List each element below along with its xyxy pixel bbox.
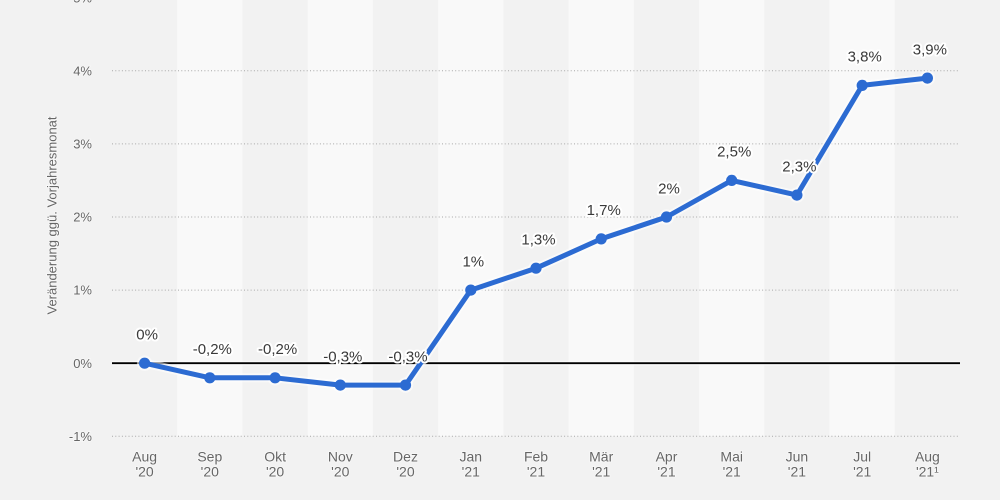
svg-text:-0,2%: -0,2% (258, 341, 297, 358)
svg-text:0%: 0% (73, 356, 92, 371)
svg-text:1,3%: 1,3% (521, 231, 555, 248)
svg-text:5%: 5% (73, 0, 92, 5)
svg-text:-0,2%: -0,2% (193, 341, 232, 358)
svg-text:Jan'21: Jan '21 (460, 449, 483, 480)
svg-text:2%: 2% (73, 210, 92, 225)
svg-text:3,9%: 3,9% (913, 41, 947, 58)
svg-text:Sep'20: Sep '20 (197, 449, 222, 480)
svg-text:1,7%: 1,7% (587, 202, 621, 219)
svg-text:-0,3%: -0,3% (323, 348, 362, 365)
svg-text:Jul'21: Jul '21 (853, 449, 871, 480)
svg-text:Jun'21: Jun '21 (786, 449, 809, 480)
svg-text:Okt'20: Okt '20 (264, 449, 286, 480)
svg-text:2,5%: 2,5% (717, 144, 751, 161)
svg-text:Dez'20: Dez '20 (393, 449, 418, 480)
svg-text:2,3%: 2,3% (782, 158, 816, 175)
svg-text:Nov'20: Nov '20 (328, 449, 353, 480)
svg-text:-0,3%: -0,3% (388, 348, 427, 365)
svg-text:Veränderung ggü. Vorjahresmona: Veränderung ggü. Vorjahresmonat (45, 116, 60, 314)
svg-text:Aug'20: Aug '20 (132, 449, 157, 480)
svg-text:0%: 0% (136, 326, 158, 343)
svg-text:2%: 2% (658, 180, 680, 197)
svg-text:-1%: -1% (69, 429, 93, 444)
svg-text:Feb'21: Feb '21 (524, 449, 548, 480)
svg-text:Mär'21: Mär '21 (589, 449, 613, 480)
svg-text:3%: 3% (73, 136, 92, 151)
svg-text:1%: 1% (462, 253, 484, 270)
svg-text:Mai'21: Mai '21 (720, 449, 743, 480)
svg-text:4%: 4% (73, 63, 92, 78)
svg-text:Apr'21: Apr '21 (656, 449, 678, 480)
svg-text:3,8%: 3,8% (848, 49, 882, 66)
svg-text:Aug'21¹: Aug '21¹ (915, 449, 940, 480)
svg-text:1%: 1% (73, 283, 92, 298)
